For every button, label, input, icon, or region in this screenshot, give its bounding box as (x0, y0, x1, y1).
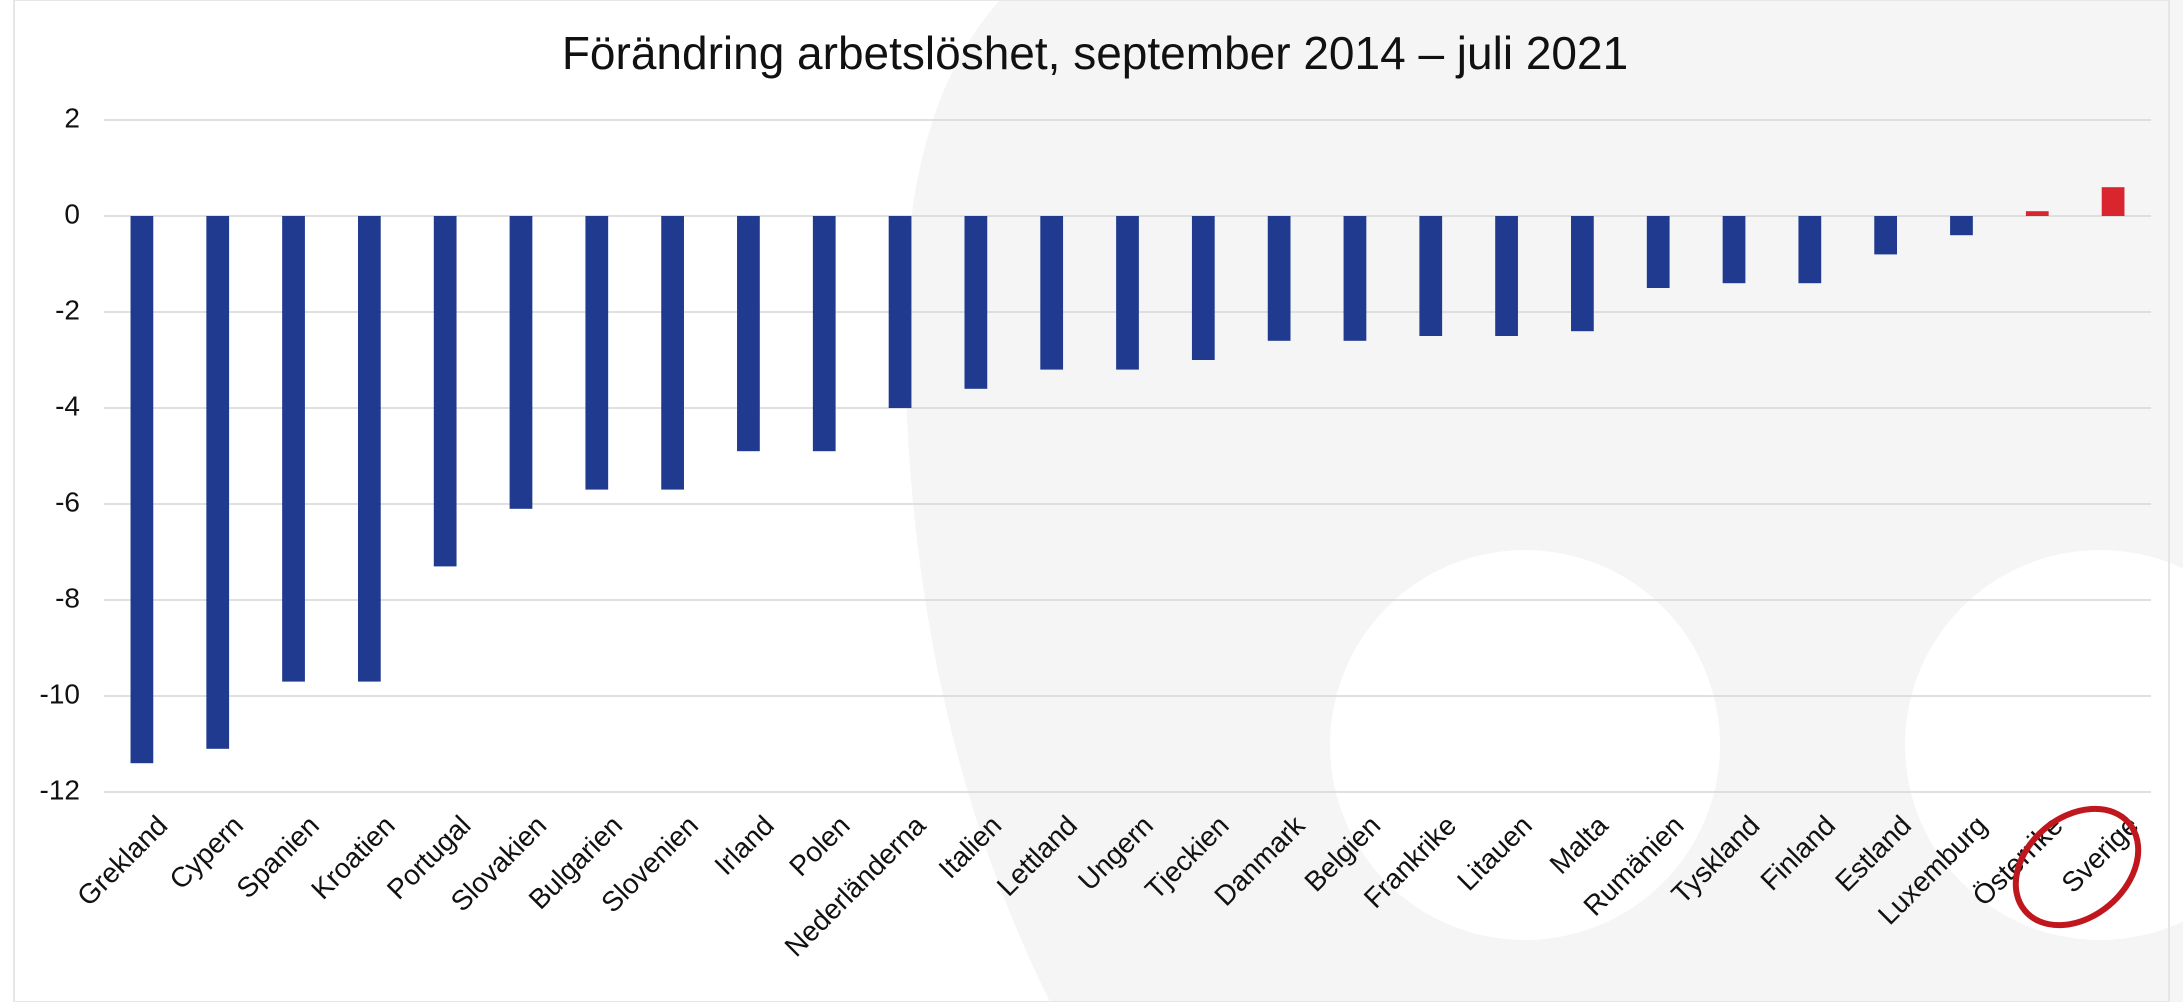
bar (1722, 216, 1746, 284)
bar (1191, 216, 1215, 360)
bar (130, 216, 154, 764)
bar (1267, 216, 1291, 341)
y-tick-label: -12 (40, 774, 80, 805)
y-tick-label: -2 (55, 294, 80, 325)
watermark (904, 0, 2183, 1002)
y-tick-label: -10 (40, 678, 80, 709)
bar (661, 216, 684, 490)
bar (964, 216, 988, 389)
frame (13, 0, 2170, 1002)
bar (812, 216, 836, 452)
bar (1646, 216, 1670, 288)
bar (1343, 216, 1367, 341)
bar (1798, 216, 1822, 284)
highlight-ring (2012, 805, 2142, 929)
bar (1950, 216, 1973, 236)
bar (1571, 216, 1594, 332)
y-tick-label: 0 (64, 198, 80, 229)
bar (888, 216, 912, 408)
watermark-cutout (1330, 550, 1720, 940)
bar (433, 216, 457, 567)
bar (1040, 216, 1064, 370)
bar (737, 216, 760, 452)
bar (585, 216, 609, 490)
bar (357, 216, 381, 682)
y-tick-label: 2 (64, 102, 80, 133)
bar (1874, 216, 1898, 255)
bar (206, 216, 230, 749)
bar (1116, 216, 1139, 370)
bar (2101, 187, 2125, 216)
y-tick-label: -8 (55, 582, 80, 613)
bar (282, 216, 305, 682)
bar (509, 216, 533, 509)
y-tick-label: -6 (55, 486, 80, 517)
bar (2025, 211, 2049, 216)
y-tick-label: -4 (55, 390, 80, 421)
bar (1495, 216, 1518, 336)
bar (1419, 216, 1443, 336)
watermark-cutout (1905, 550, 2183, 940)
chart-title: Förändring arbetslöshet, september 2014 … (562, 27, 1628, 79)
